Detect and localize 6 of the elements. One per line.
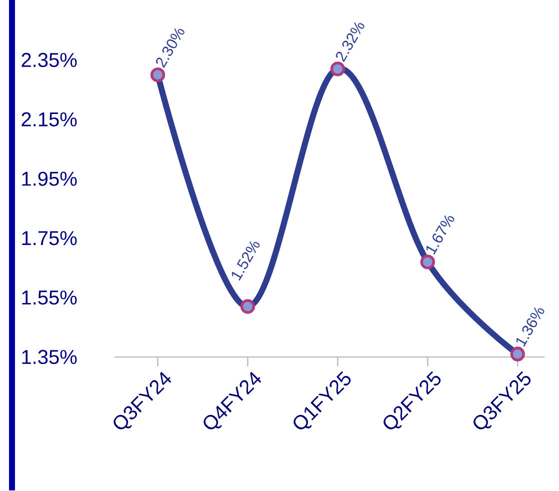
y-tick-label: 1.95%	[22, 172, 77, 186]
y-tick-label: 1.75%	[22, 231, 77, 246]
y-tick-label: 1.35%	[22, 350, 77, 364]
y-tick-label: 2.35%	[22, 52, 77, 68]
y-tick-label: 1.55%	[22, 290, 77, 305]
y-tick-label: 2.15%	[22, 112, 77, 126]
